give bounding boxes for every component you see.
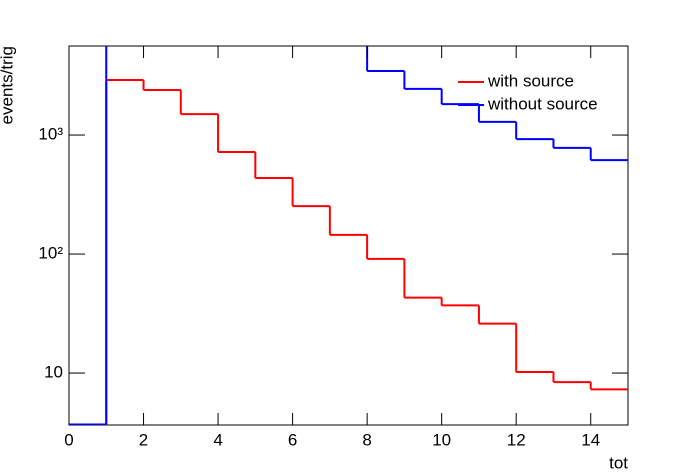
x-tick-label: 0 — [64, 430, 73, 449]
x-tick-label: 4 — [213, 430, 222, 449]
x-tick-label: 2 — [139, 430, 148, 449]
histogram-area — [69, 46, 628, 425]
x-axis-label: tot — [609, 453, 628, 472]
y-tick-label: 10 — [44, 363, 63, 382]
legend-label: without source — [487, 94, 598, 113]
plot-frame — [68, 45, 629, 426]
legend-label: with source — [487, 71, 574, 90]
y-axis-label: events/trig — [0, 46, 16, 124]
x-tick-label: 12 — [507, 430, 526, 449]
y-tick-label: 10³ — [38, 125, 63, 144]
x-tick-label: 6 — [288, 430, 297, 449]
x-tick-label: 10 — [432, 430, 451, 449]
x-tick-label: 8 — [362, 430, 371, 449]
y-tick-label: 10² — [38, 244, 63, 263]
x-tick-label: 14 — [581, 430, 600, 449]
